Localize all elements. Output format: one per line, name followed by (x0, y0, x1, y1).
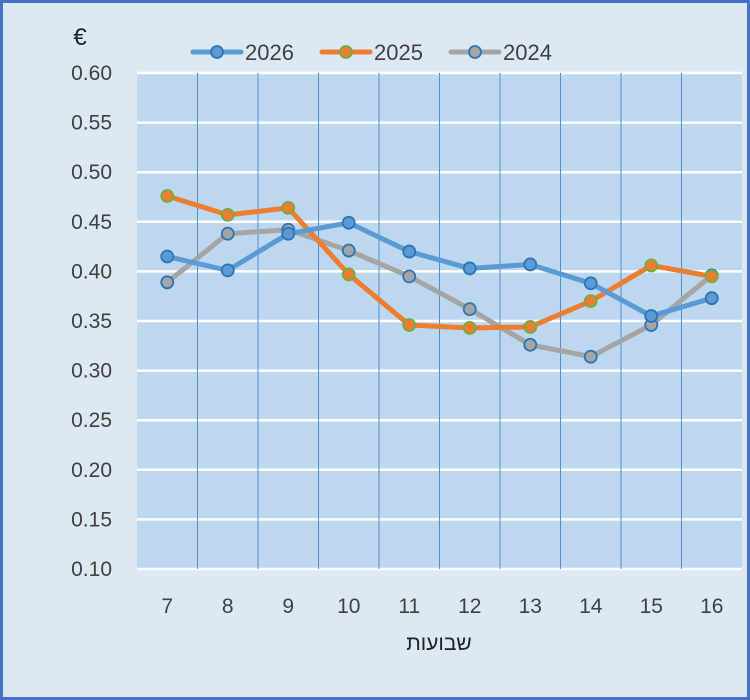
data-point-2026 (402, 244, 417, 259)
y-tick-label: 0.60 (71, 62, 112, 85)
x-tick-label: 12 (458, 595, 481, 618)
x-tick-label: 8 (222, 595, 234, 618)
data-point-2026 (462, 261, 477, 276)
data-point-2025 (462, 321, 477, 335)
data-point-2025 (583, 294, 598, 309)
y-tick-label: 0.55 (71, 112, 112, 135)
data-point-2024 (462, 302, 477, 316)
x-tick-label: 15 (640, 595, 663, 618)
data-point-2025 (402, 318, 417, 332)
series-line-2025 (166, 193, 713, 331)
x-tick-label: 13 (519, 595, 542, 618)
data-point-2026 (341, 215, 356, 230)
data-point-2025 (281, 201, 296, 215)
y-tick-label: 0.10 (71, 558, 112, 581)
x-tick-label: 14 (579, 595, 603, 618)
series-line-2026 (166, 220, 713, 319)
data-point-2025 (704, 269, 719, 284)
data-point-2026 (281, 226, 296, 241)
data-point-2024 (583, 349, 598, 364)
data-point-2025 (523, 320, 538, 334)
legend-label: 2025 (374, 40, 423, 65)
y-tick-label: 0.45 (71, 211, 112, 234)
y-tick-label: 0.15 (71, 508, 112, 531)
x-tick-label: 16 (700, 595, 723, 618)
data-point-2026 (644, 309, 659, 323)
legend-marker-2025 (339, 45, 353, 59)
data-point-2025 (160, 189, 175, 203)
data-point-2024 (402, 269, 417, 284)
x-tick-label: 7 (161, 595, 173, 618)
legend-marker-2024 (468, 45, 482, 59)
data-point-2026 (220, 263, 235, 278)
data-point-2025 (644, 258, 659, 273)
data-point-2024 (160, 275, 175, 290)
legend-marker-2026 (210, 45, 224, 59)
data-point-2025 (341, 267, 356, 282)
y-tick-label: 0.20 (71, 459, 112, 482)
x-axis-label: שבועות (406, 632, 472, 655)
series-line-2024 (165, 227, 714, 360)
data-point-2024 (341, 243, 356, 258)
y-tick-label: 0.50 (71, 161, 112, 184)
data-point-2024 (220, 226, 235, 241)
legend-label: 2024 (503, 40, 552, 65)
y-tick-label: 0.40 (71, 260, 112, 283)
y-tick-label: 0.35 (71, 310, 112, 333)
data-point-2026 (583, 276, 598, 291)
data-point-2025 (220, 207, 235, 222)
y-tick-label: 0.25 (71, 409, 112, 432)
data-point-2026 (523, 257, 538, 272)
x-tick-label: 9 (282, 595, 294, 618)
legend-label: 2026 (245, 40, 294, 65)
y-axis-label: € (73, 24, 87, 51)
data-point-2026 (704, 291, 719, 306)
data-point-2026 (160, 249, 175, 264)
data-point-2024 (523, 337, 538, 352)
x-tick-label: 10 (337, 595, 360, 618)
y-tick-label: 0.30 (71, 360, 112, 383)
x-tick-label: 11 (398, 595, 420, 618)
